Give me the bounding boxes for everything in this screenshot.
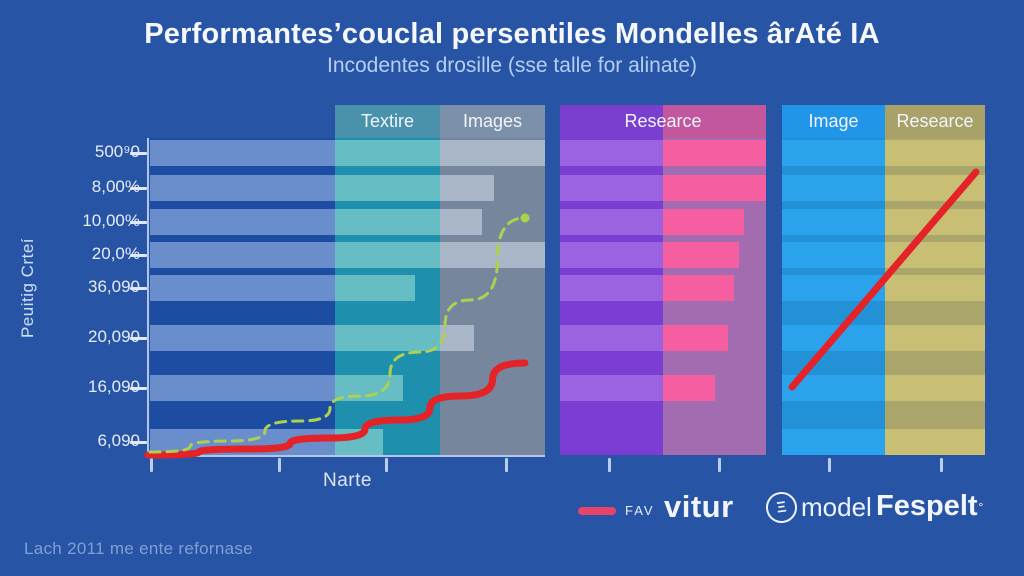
x-tick-mark: [505, 458, 508, 472]
x-tick-mark: [278, 458, 281, 472]
red-line-swatch-icon: [578, 506, 616, 515]
x-tick-mark: [608, 458, 611, 472]
column-header-researce-pink: [663, 105, 766, 138]
column-header-images: Images: [440, 105, 545, 138]
y-tick-mark: [130, 221, 147, 224]
y-tick-label: 16,090: [88, 377, 140, 396]
bar: [663, 175, 766, 201]
legend-item-fav: FAV: [578, 503, 655, 518]
bar: [663, 242, 739, 268]
stripe-band: [782, 275, 885, 301]
column-header-researce-purple: [560, 105, 663, 138]
y-tick-mark: [130, 387, 147, 390]
column-header-researce-label: Researce: [624, 111, 702, 131]
bar: [560, 375, 663, 401]
bar: [663, 375, 715, 401]
legend-item-fespelt: Fespelt °: [876, 490, 983, 523]
stripe-band: [885, 375, 985, 401]
panel-image-researce: [782, 138, 985, 455]
y-tick-mark: [130, 337, 147, 340]
legend-item-vitur: vitur: [664, 489, 734, 525]
y-tick-label: 10,00%: [82, 211, 140, 230]
y-tick-mark: [130, 152, 147, 155]
fespelt-wordmark: Fespelt: [876, 490, 978, 522]
x-tick-mark: [828, 458, 831, 472]
stripe-band: [782, 375, 885, 401]
page-title: Performantes’couclal persentiles Mondell…: [144, 18, 880, 50]
column-header-textire: Textire: [335, 105, 440, 138]
y-tick-label: 8,00%: [91, 177, 140, 196]
x-tick-mark: [718, 458, 721, 472]
stripe-band: [885, 275, 985, 301]
y-axis-title: Peuitig Crteí: [18, 237, 37, 339]
bar: [560, 140, 663, 166]
y-tick-label: 500⁹0: [94, 142, 140, 161]
y-tick-mark: [130, 187, 147, 190]
legend-item-model: Ξ model: [763, 489, 872, 526]
stripe-band: [885, 429, 985, 455]
stripe-band: [782, 242, 885, 268]
stripe-band: [782, 325, 885, 351]
bar: [150, 140, 545, 166]
bar: [560, 209, 663, 235]
bar: [663, 140, 766, 166]
stripe-band: [885, 209, 985, 235]
y-tick-label: 36,090: [88, 277, 140, 296]
x-tick-mark: [940, 458, 943, 472]
y-tick-label: 20,090: [88, 327, 140, 346]
y-tick-label: 20,0%: [91, 244, 140, 263]
bar: [663, 209, 744, 235]
column-header-image: Image: [782, 105, 885, 138]
circled-e-icon: Ξ: [763, 489, 800, 526]
y-tick-mark: [130, 287, 147, 290]
y-axis-line: [147, 138, 149, 458]
bar: [150, 209, 482, 235]
y-tick-label: 6,090: [97, 431, 140, 450]
bar: [560, 175, 663, 201]
bar: [663, 325, 728, 351]
stripe-band: [885, 242, 985, 268]
bar: [150, 275, 415, 301]
stripe-band: [782, 209, 885, 235]
panel-textire-images: [150, 138, 545, 455]
column-header-researce-2: Researce: [885, 105, 985, 138]
stripe-band: [885, 325, 985, 351]
panel-researce: [560, 138, 766, 455]
y-tick-mark: [130, 254, 147, 257]
model-wordmark: model: [801, 492, 872, 522]
bar: [663, 275, 734, 301]
stripe-band: [782, 175, 885, 201]
fespelt-superscript: °: [978, 499, 984, 514]
bar: [150, 375, 403, 401]
bar: [150, 325, 474, 351]
stripe-band: [782, 429, 885, 455]
bar: [150, 429, 383, 455]
y-tick-mark: [130, 441, 147, 444]
bar: [560, 242, 663, 268]
bar: [560, 325, 663, 351]
legend-label-fav: FAV: [625, 503, 655, 518]
source-footnote: Lach 2011 me ente refornase: [24, 539, 253, 558]
bar: [150, 175, 494, 201]
bar: [150, 242, 545, 268]
stripe-band: [885, 175, 985, 201]
stripe-band: [782, 140, 885, 166]
vitur-wordmark: vitur: [664, 489, 734, 524]
x-tick-mark: [385, 458, 388, 472]
page-subtitle: Incodentes drosille (sse talle for alina…: [326, 54, 698, 77]
bar: [560, 275, 663, 301]
x-axis-line: [147, 455, 545, 457]
x-axis-label: Narte: [323, 470, 372, 491]
stripe-band: [885, 140, 985, 166]
x-tick-mark: [150, 458, 153, 472]
